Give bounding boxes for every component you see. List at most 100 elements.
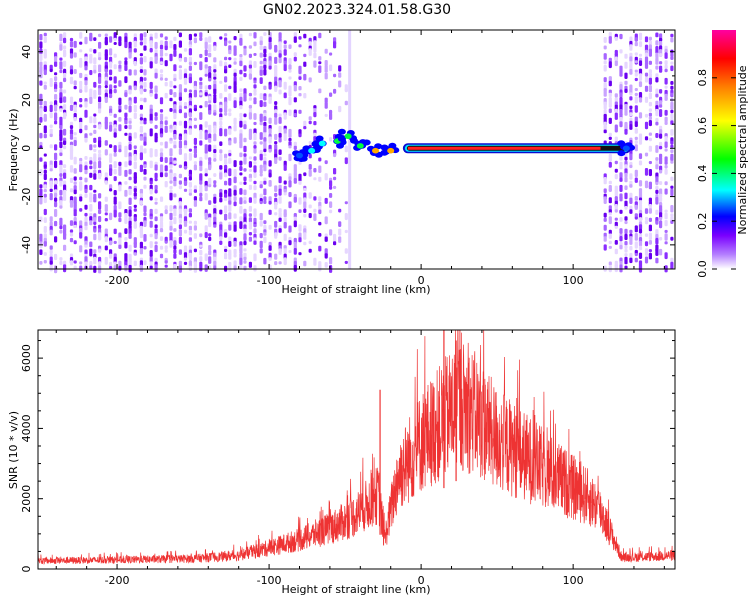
noise-cell — [98, 160, 102, 169]
spectrogram-y-tick-label: 20 — [20, 93, 33, 107]
noise-cell — [169, 180, 173, 184]
noise-cell — [139, 53, 143, 57]
noise-cell — [188, 188, 192, 194]
noise-cell — [183, 140, 188, 146]
noise-cell — [188, 61, 192, 66]
noise-cell — [154, 264, 158, 273]
noise-cell — [93, 256, 97, 265]
noise-cell — [243, 189, 247, 196]
noise-cell — [603, 236, 607, 242]
noise-cell — [139, 57, 143, 65]
noise-cell — [84, 80, 88, 86]
noise-cell — [208, 164, 212, 171]
noise-cell — [73, 260, 77, 264]
noise-cell — [648, 208, 652, 214]
noise-cell — [208, 245, 212, 251]
noise-cell — [293, 241, 297, 250]
noise-cell — [614, 225, 618, 229]
noise-cell — [670, 140, 674, 145]
noise-cell — [619, 156, 623, 161]
noise-cell — [634, 241, 638, 249]
noise-cell — [268, 245, 272, 251]
noise-cell — [143, 220, 147, 227]
noise-cell — [243, 236, 247, 242]
noise-cell — [664, 168, 668, 175]
noise-cell — [93, 249, 97, 254]
noise-cell — [143, 141, 147, 146]
noise-cell — [634, 88, 638, 92]
noise-cell — [183, 145, 188, 149]
noise-cell — [308, 48, 312, 56]
noise-cell — [288, 76, 292, 80]
noise-cell — [79, 89, 83, 93]
noise-cell — [43, 189, 47, 193]
noise-cell — [670, 188, 674, 197]
noise-cell — [638, 153, 643, 160]
noise-cell — [655, 248, 659, 256]
noise-cell — [638, 197, 643, 201]
noise-cell — [219, 141, 223, 146]
noise-cell — [149, 241, 153, 249]
noise-cell — [193, 108, 197, 112]
noise-cell — [154, 184, 158, 191]
noise-cell — [274, 56, 278, 64]
noise-cell — [113, 128, 117, 134]
noise-cell — [274, 212, 278, 216]
noise-cell — [204, 57, 208, 63]
noise-cell — [624, 233, 628, 241]
noise-cell — [664, 121, 668, 125]
noise-cell — [228, 241, 232, 247]
noise-cell — [169, 97, 173, 102]
noise-cell — [293, 56, 297, 62]
spectrogram-x-tick-label: -200 — [105, 274, 130, 287]
noise-cell — [228, 265, 232, 272]
noise-cell — [293, 145, 297, 150]
noise-cell — [239, 69, 243, 75]
noise-cell — [109, 48, 113, 56]
noise-cell — [79, 72, 83, 79]
noise-cell — [159, 152, 164, 158]
noise-cell — [154, 41, 158, 49]
noise-cell — [608, 161, 612, 168]
noise-cell — [204, 225, 208, 233]
noise-cell — [84, 169, 88, 175]
noise-cell — [173, 85, 177, 89]
noise-cell — [634, 136, 638, 141]
noise-cell — [159, 148, 164, 153]
noise-cell — [644, 36, 649, 43]
noise-cell — [124, 149, 128, 158]
noise-cell — [193, 148, 197, 154]
noise-cell — [288, 192, 292, 198]
noise-cell — [118, 201, 122, 210]
noise-cell — [204, 193, 208, 201]
noise-cell — [93, 37, 97, 41]
noise-cell — [308, 248, 312, 253]
noise-cell — [274, 85, 278, 92]
noise-cell — [169, 172, 173, 181]
noise-cell — [239, 33, 243, 40]
noise-cell — [638, 233, 643, 238]
noise-cell — [84, 193, 88, 198]
noise-cell — [98, 140, 102, 148]
noise-cell — [268, 96, 272, 104]
noise-cell — [329, 92, 333, 97]
noise-cell — [313, 52, 317, 59]
noise-cell — [109, 184, 113, 190]
noise-cell — [128, 209, 132, 217]
noise-cell — [608, 157, 612, 162]
noise-cell — [213, 96, 217, 104]
noise-cell — [104, 140, 108, 146]
noise-cell — [169, 212, 173, 221]
noise-cell — [638, 180, 643, 187]
noise-cell — [278, 248, 282, 255]
noise-cell — [139, 113, 143, 118]
noise-cell — [69, 48, 74, 55]
noise-cell — [670, 156, 674, 162]
noise-cell — [79, 104, 83, 108]
noise-cell — [608, 180, 612, 185]
noise-cell — [154, 241, 158, 245]
noise-cell — [253, 180, 257, 185]
noise-cell — [224, 112, 228, 116]
noise-cell — [248, 104, 252, 109]
noise-cell — [113, 265, 117, 271]
